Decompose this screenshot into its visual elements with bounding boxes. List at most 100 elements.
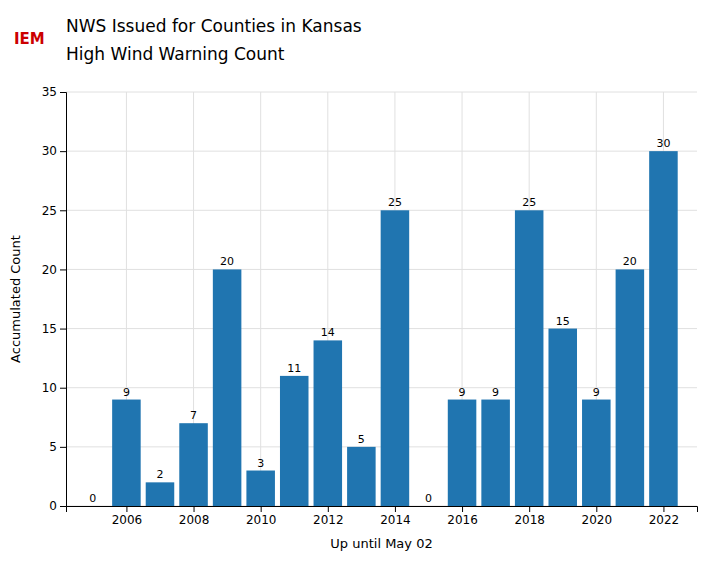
bar	[381, 210, 410, 506]
bar	[179, 423, 208, 506]
data-label: 30	[656, 137, 670, 150]
data-label: 2	[156, 468, 163, 481]
grid	[66, 92, 697, 506]
chart-svg: 2006200820102012201420162018202020220510…	[0, 0, 723, 562]
x-tick-mark	[261, 506, 262, 512]
y-tick-mark	[60, 388, 66, 389]
bar	[112, 400, 141, 506]
x-tick-label: 2018	[514, 513, 545, 527]
y-tick: 25	[42, 204, 66, 218]
x-tick-label: 2012	[313, 513, 344, 527]
x-tick-mark	[328, 506, 329, 512]
x-tick-label: 2020	[582, 513, 613, 527]
y-tick-label: 5	[49, 440, 57, 454]
grid-line-y	[66, 92, 697, 93]
bar	[347, 447, 376, 506]
title: NWS Issued for Counties in Kansas	[66, 16, 362, 36]
y-tick-label: 25	[42, 204, 57, 218]
x-tick-label: 2022	[649, 513, 680, 527]
y-tick-mark	[60, 92, 66, 93]
y-tick: 20	[42, 263, 66, 277]
bar	[649, 151, 678, 506]
data-label: 25	[522, 196, 536, 209]
data-label: 20	[623, 255, 637, 268]
y-tick-mark	[60, 506, 66, 507]
y-tick: 30	[42, 144, 66, 158]
x-axis-line	[67, 507, 698, 513]
data-label: 15	[556, 315, 570, 328]
x-tick: 2006	[112, 506, 143, 527]
x-axis: 2006 2008 2010 2012 2014 2016 2018 2020 2022	[67, 506, 698, 527]
bar	[481, 400, 510, 506]
data-label: 9	[459, 386, 466, 399]
x-axis-title: Up until May 02	[330, 536, 432, 551]
y-axis-line	[60, 93, 67, 507]
data-label: 25	[388, 196, 402, 209]
x-tick-mark	[395, 506, 396, 512]
y-tick: 5	[49, 440, 66, 454]
y-tick-label: 15	[42, 322, 57, 336]
bar	[314, 340, 343, 506]
bar	[213, 269, 242, 506]
x-tick: 2022	[649, 506, 680, 527]
x-tick-label: 2010	[246, 513, 277, 527]
x-tick-mark	[663, 506, 664, 512]
bar	[515, 210, 544, 506]
chart-container: 2006200820102012201420162018202020220510…	[0, 0, 723, 562]
y-tick-label: 20	[42, 263, 57, 277]
bar	[146, 482, 175, 506]
grid-line-y	[66, 151, 697, 152]
data-label: 20	[220, 255, 234, 268]
y-tick-mark	[60, 269, 66, 270]
bar	[280, 376, 309, 506]
y-tick-mark	[60, 151, 66, 152]
bar	[448, 400, 477, 506]
x-tick: 2010	[246, 506, 277, 527]
plot-area	[112, 151, 678, 506]
bar	[616, 269, 645, 506]
y-tick: 35	[42, 85, 66, 99]
y-tick-label: 0	[49, 499, 57, 513]
x-tick-label: 2016	[447, 513, 478, 527]
x-tick: 2020	[582, 506, 613, 527]
y-axis: 0 5 10 15 20 25 30 35	[42, 85, 67, 513]
data-labels: 0 9 2 7 20 3 11 14 5 25 0 9 9 25 15 9 20 30	[89, 137, 670, 505]
bar	[79, 506, 108, 507]
y-tick: 0	[49, 499, 66, 513]
grid-line-x	[260, 92, 261, 506]
x-tick-mark	[462, 506, 463, 512]
x-tick-label: 2014	[380, 513, 411, 527]
y-tick-mark	[60, 447, 66, 448]
data-label: 9	[593, 386, 600, 399]
x-tick: 2012	[313, 506, 344, 527]
x-tick-mark	[126, 506, 127, 512]
bar	[246, 471, 275, 506]
x-tick-mark	[596, 506, 597, 512]
x-tick: 2018	[514, 506, 545, 527]
bar	[414, 506, 443, 507]
y-tick-mark	[60, 329, 66, 330]
y-tick-label: 35	[42, 85, 57, 99]
data-label: 5	[358, 433, 365, 446]
data-label: 7	[190, 409, 197, 422]
bar	[582, 400, 611, 506]
x-tick-label: 2006	[112, 513, 143, 527]
x-tick: 2008	[179, 506, 210, 527]
x-tick: 2014	[380, 506, 411, 527]
y-tick-label: 30	[42, 144, 57, 158]
data-label: 9	[492, 386, 499, 399]
annotation: IEM	[14, 30, 45, 48]
x-tick-mark	[194, 506, 195, 512]
subtitle: High Wind Warning Count	[66, 44, 285, 64]
bar	[548, 329, 577, 506]
y-tick: 10	[42, 381, 66, 395]
y-tick: 15	[42, 322, 66, 336]
data-label: 14	[321, 326, 335, 339]
data-label: 9	[123, 386, 130, 399]
data-label: 0	[89, 492, 96, 505]
data-label: 0	[425, 492, 432, 505]
y-tick-label: 10	[42, 381, 57, 395]
x-tick-label: 2008	[179, 513, 210, 527]
data-label: 11	[287, 362, 301, 375]
data-label: 3	[257, 457, 264, 470]
